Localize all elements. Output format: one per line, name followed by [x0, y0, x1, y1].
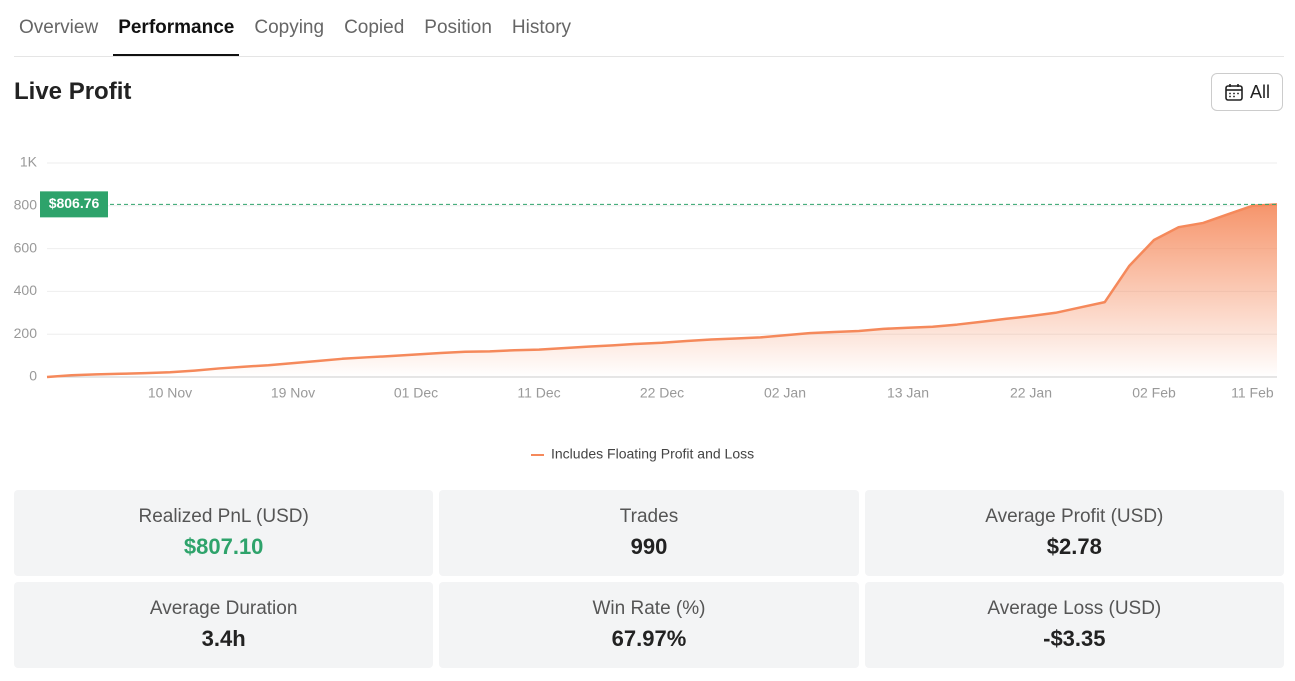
x-tick-label: 19 Nov: [271, 385, 315, 401]
y-tick-label: 200: [14, 325, 38, 341]
stat-value: 3.4h: [201, 626, 246, 651]
x-tick-label: 11 Dec: [517, 385, 560, 401]
calendar-icon: [1225, 84, 1243, 101]
line: [46, 203, 1278, 379]
x-tick-label: 02 Feb: [1132, 385, 1176, 401]
stat-label: Realized PnL (USD): [138, 506, 309, 527]
area-fill: [47, 204, 1277, 377]
section-title: Live Profit: [14, 78, 132, 105]
tab[interactable]: Copied: [344, 17, 405, 38]
stat-label: Average Profit (USD): [985, 506, 1164, 527]
y-tick-label: 0: [29, 368, 37, 384]
stat-value: 67.97%: [611, 626, 687, 651]
date-filter-label: All: [1249, 81, 1270, 102]
stat-card: Average Loss (USD) -$3.35: [864, 582, 1284, 668]
x-tick-label: 11 Feb: [1231, 385, 1274, 401]
stat-card: Average Duration 3.4h: [14, 582, 434, 668]
x-tick-label: 22 Jan: [1010, 385, 1052, 401]
stats-grid: Realized PnL (USD) $807.10 Trades 990 Averag…: [14, 490, 1284, 668]
stat-card: Win Rate (%) 67.97%: [439, 582, 859, 668]
y-tick-label: 600: [14, 239, 38, 255]
stat-label: Average Duration: [149, 598, 298, 619]
x-tick-label: 22 Dec: [640, 385, 684, 401]
chart: 0 200 400 600 800 1K 10 Nov 19 Nov 01 Dec 11 Dec 2…: [14, 154, 1278, 462]
stat-card: Trades 990: [439, 490, 859, 576]
stat-value: -$3.35: [1043, 626, 1106, 651]
x-tick-label: 10 Nov: [148, 385, 192, 401]
tab[interactable]: History: [511, 17, 572, 38]
tab[interactable]: Copying: [254, 17, 325, 38]
legend-label: Includes Floating Profit and Loss: [551, 446, 754, 462]
stat-value: $807.10: [183, 534, 264, 559]
x-tick-label: 13 Jan: [887, 385, 929, 401]
stat-value: 990: [630, 534, 668, 559]
reference-label-bg: [40, 191, 108, 218]
stat-card: Average Profit (USD) $2.78: [864, 490, 1284, 576]
reference-label: $806.76: [49, 195, 100, 211]
y-tick-label: 1K: [20, 154, 38, 170]
date-filter-button[interactable]: All: [1211, 73, 1283, 111]
stat-label: Average Loss (USD): [987, 598, 1162, 619]
stat-label: Win Rate (%): [592, 598, 706, 619]
tab[interactable]: Performance: [113, 0, 240, 56]
tab-bar: Overview Performance Copying Copied Position…: [14, 0, 1284, 57]
tab[interactable]: Overview: [19, 17, 99, 38]
y-tick-label: 400: [14, 282, 38, 298]
stat-card: Realized PnL (USD) $807.10: [14, 490, 434, 576]
x-tick-label: 02 Jan: [764, 385, 806, 401]
y-tick-label: 800: [14, 197, 38, 213]
stat-label: Trades: [619, 506, 679, 527]
tab[interactable]: Position: [424, 17, 492, 38]
x-tick-label: 01 Dec: [394, 385, 438, 401]
stat-value: $2.78: [1046, 534, 1102, 559]
